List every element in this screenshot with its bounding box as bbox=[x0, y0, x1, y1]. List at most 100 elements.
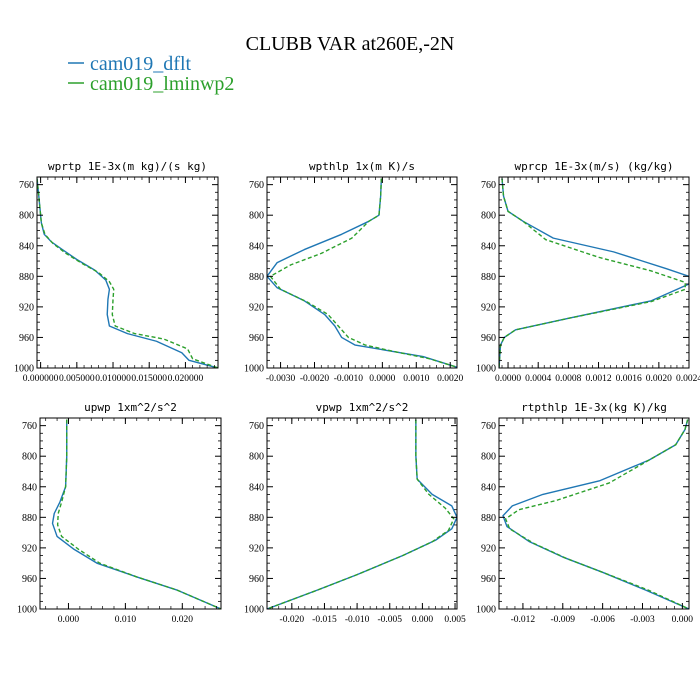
y-tick-label: 760 bbox=[481, 180, 496, 191]
panel-title: rtpthlp 1E-3x(kg K)/kg bbox=[521, 401, 667, 414]
x-tick-label: -0.015 bbox=[312, 615, 337, 625]
plot-frame bbox=[36, 176, 219, 369]
y-tick-label: 800 bbox=[249, 211, 264, 222]
y-tick-label: 800 bbox=[481, 211, 496, 222]
y-tick-label: 840 bbox=[481, 241, 496, 252]
plot-frame bbox=[498, 417, 690, 610]
x-tick-label: 0.020 bbox=[172, 615, 194, 625]
x-tick-label: -0.003 bbox=[630, 615, 655, 625]
panel-3: wprcp 1E-3x(m/s) (kg/kg) 760 800 840 880 920 9… bbox=[476, 160, 700, 384]
series-line-dflt bbox=[37, 178, 218, 368]
panel-2: wpthlp 1x(m K)/s7608008408809209601000-0… bbox=[244, 160, 464, 384]
panels: wprtp 1E-3x(m kg)/(s kg) 760 800 840 880 920 9… bbox=[14, 160, 700, 625]
y-tick-label: 880 bbox=[481, 513, 496, 524]
y-tick-label: 800 bbox=[249, 452, 264, 463]
y-tick-label: 800 bbox=[19, 211, 34, 222]
y-tick-label: 880 bbox=[19, 272, 34, 283]
x-tick-label: -0.0020 bbox=[300, 374, 330, 384]
y-tick-label: 920 bbox=[481, 543, 496, 554]
plot-frame bbox=[266, 176, 458, 369]
x-tick-label: 0.0016 bbox=[616, 374, 642, 384]
series-line-lminwp2 bbox=[267, 419, 455, 609]
x-tick-label: 0.020000 bbox=[168, 374, 204, 384]
series-line-lminwp2 bbox=[56, 419, 221, 609]
x-tick-label: 0.0020 bbox=[437, 374, 463, 384]
y-tick-label: 1000 bbox=[14, 364, 34, 375]
panel-title: upwp 1xm^2/s^2 bbox=[84, 401, 177, 414]
series-line-lminwp2 bbox=[269, 178, 457, 368]
plot-frame bbox=[498, 176, 690, 369]
y-tick-label: 960 bbox=[22, 574, 37, 585]
x-tick-label: -0.020 bbox=[280, 615, 305, 625]
x-tick-label: -0.010 bbox=[345, 615, 370, 625]
x-tick-label: -0.006 bbox=[590, 615, 615, 625]
y-tick-label: 960 bbox=[481, 333, 496, 344]
x-tick-label: 0.000 bbox=[58, 615, 80, 625]
y-tick-label: 1000 bbox=[476, 605, 496, 616]
y-tick-label: 800 bbox=[481, 452, 496, 463]
x-tick-label: 0.015000 bbox=[131, 374, 167, 384]
x-tick-label: 0.005000 bbox=[59, 374, 95, 384]
y-tick-label: 760 bbox=[481, 421, 496, 432]
panel-4: upwp 1xm^2/s^2 760 800 840 880 920 960 1000 0.00… bbox=[17, 401, 222, 625]
panel-1: wprtp 1E-3x(m kg)/(s kg) 760 800 840 880 920 9… bbox=[14, 160, 219, 384]
series-line-dflt bbox=[502, 419, 689, 609]
x-tick-label: -0.005 bbox=[377, 615, 402, 625]
y-tick-label: 760 bbox=[249, 180, 264, 191]
y-tick-label: 920 bbox=[19, 302, 34, 313]
y-tick-label: 880 bbox=[249, 272, 264, 283]
y-tick-label: 760 bbox=[19, 180, 34, 191]
x-tick-label: 0.0000 bbox=[495, 374, 521, 384]
series-line-lminwp2 bbox=[499, 178, 686, 368]
figure-title: CLUBB VAR at260E,-2N bbox=[246, 33, 455, 55]
y-tick-label: 920 bbox=[249, 302, 264, 313]
legend: cam019_dflt cam019_lminwp2 bbox=[68, 53, 234, 95]
y-tick-label: 880 bbox=[481, 272, 496, 283]
series-line-dflt bbox=[51, 419, 221, 609]
x-tick-label: 0.000000 bbox=[23, 374, 59, 384]
y-tick-label: 1000 bbox=[476, 364, 496, 375]
y-tick-label: 920 bbox=[249, 543, 264, 554]
plot-frame bbox=[266, 417, 458, 610]
x-tick-label: -0.009 bbox=[551, 615, 576, 625]
panel-5: vpwp 1xm^2/s^2 760 800 840 880 920 960 1000 -0.0… bbox=[244, 401, 466, 625]
y-tick-label: 960 bbox=[249, 333, 264, 344]
y-tick-label: 760 bbox=[22, 421, 37, 432]
x-tick-label: 0.0024 bbox=[676, 374, 700, 384]
x-tick-label: 0.0000 bbox=[369, 374, 395, 384]
y-tick-label: 1000 bbox=[17, 605, 37, 616]
series-line-dflt bbox=[267, 178, 457, 368]
panel-title: wpthlp 1x(m K)/s bbox=[309, 160, 415, 173]
panel-6: rtpthlp 1E-3x(kg K)/kg 760 800 840 880 920 960… bbox=[476, 401, 693, 625]
y-tick-label: 880 bbox=[249, 513, 264, 524]
y-tick-label: 840 bbox=[481, 482, 496, 493]
x-tick-label: 0.0012 bbox=[585, 374, 611, 384]
x-tick-label: 0.000 bbox=[412, 615, 434, 625]
x-tick-label: 0.0008 bbox=[555, 374, 581, 384]
x-tick-label: -0.0030 bbox=[266, 374, 296, 384]
x-tick-label: 0.0004 bbox=[525, 374, 551, 384]
plot-frame bbox=[39, 417, 222, 610]
y-tick-label: 960 bbox=[249, 574, 264, 585]
y-tick-label: 880 bbox=[22, 513, 37, 524]
y-tick-label: 840 bbox=[19, 241, 34, 252]
legend-label-lminwp2: cam019_lminwp2 bbox=[90, 73, 234, 95]
series-line-lminwp2 bbox=[37, 178, 218, 368]
panel-title: wprtp 1E-3x(m kg)/(s kg) bbox=[48, 160, 207, 173]
series-line-dflt bbox=[499, 178, 689, 368]
y-tick-label: 840 bbox=[249, 482, 264, 493]
y-tick-label: 1000 bbox=[244, 364, 264, 375]
series-line-dflt bbox=[267, 419, 457, 609]
y-tick-label: 920 bbox=[481, 302, 496, 313]
x-tick-label: -0.012 bbox=[511, 615, 536, 625]
series-line-lminwp2 bbox=[504, 419, 689, 609]
x-tick-label: 0.005 bbox=[444, 615, 466, 625]
y-tick-label: 840 bbox=[249, 241, 264, 252]
y-tick-label: 920 bbox=[22, 543, 37, 554]
legend-label-dflt: cam019_dflt bbox=[90, 53, 192, 75]
y-tick-label: 960 bbox=[19, 333, 34, 344]
panel-title: vpwp 1xm^2/s^2 bbox=[316, 401, 409, 414]
y-tick-label: 800 bbox=[22, 452, 37, 463]
x-tick-label: 0.010000 bbox=[95, 374, 131, 384]
